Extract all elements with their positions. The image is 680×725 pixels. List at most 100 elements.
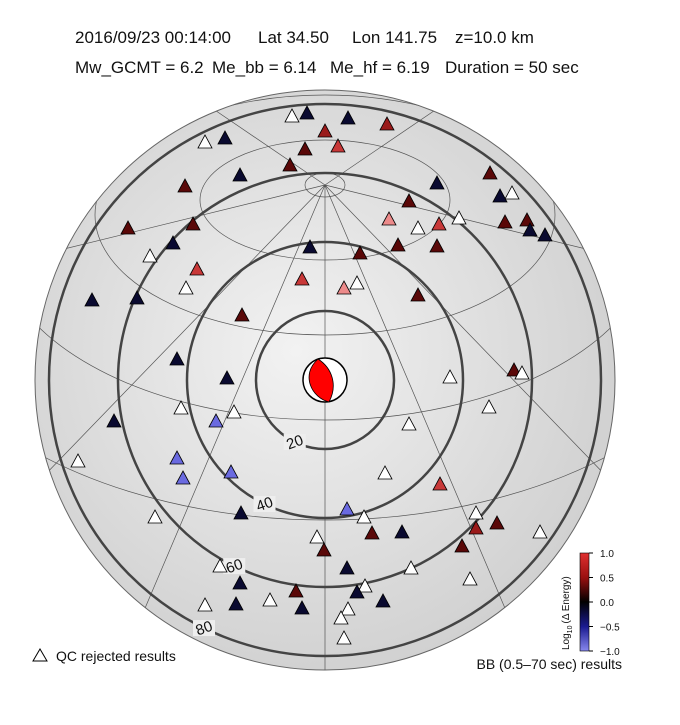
ring-label-bg [283,434,306,451]
legend-triangle [32,648,48,662]
station [316,542,332,557]
station [489,515,505,530]
station [309,529,325,544]
legend-rejected: QC rejected results [56,648,176,664]
station [410,220,426,235]
station [219,370,235,385]
station [294,271,310,286]
station [212,558,228,573]
station [492,188,508,203]
station [208,413,224,428]
station [142,248,158,263]
distance-ring [185,240,465,520]
colorbar-label-rest: (Δ Energy) [561,576,572,623]
colorbar-label: Log10 (Δ Energy) [561,576,574,650]
header: 2016/09/23 00:14:00 Lat 34.50 Lon 141.75… [75,28,579,77]
station [197,134,213,149]
station [185,216,201,231]
station [504,185,520,200]
distance-ring [116,171,534,589]
station [340,110,356,125]
station [514,365,530,380]
station [302,239,318,254]
colorbar: Log10 (Δ Energy) 1.0 0.5 0.0 −0.5 −1.0 [561,549,620,658]
station [233,505,249,520]
colorbar-tick-label: 1.0 [600,549,614,560]
station [336,280,352,295]
header-mw: Mw_GCMT = 6.2 [75,58,204,77]
station [352,245,368,260]
station [468,520,484,535]
beachball [302,357,348,403]
ring-label-bg [223,558,246,575]
station [175,470,191,485]
station [468,505,484,520]
ring-label-bg [193,620,216,637]
station [317,123,333,138]
station [432,476,448,491]
station [401,193,417,208]
station [169,351,185,366]
station [340,601,356,616]
station [299,105,315,120]
station [375,593,391,608]
station [165,235,181,250]
station [217,130,233,145]
station [349,275,365,290]
station [333,610,349,625]
station [129,290,145,305]
colorbar-tick-label: 0.5 [600,574,614,585]
distance-ring [47,102,603,658]
station [381,211,397,226]
header-date: 2016/09/23 00:14:00 [75,28,231,47]
station [223,464,239,479]
station [482,165,498,180]
station [297,141,313,156]
header-mebb: Me_bb = 6.14 [212,58,316,77]
station [377,465,393,480]
station [70,453,86,468]
station [226,404,242,419]
station [462,571,478,586]
station [442,369,458,384]
station [197,597,213,612]
station [410,287,426,302]
station [336,630,352,645]
station [364,525,380,540]
station [232,167,248,182]
station [379,116,395,131]
station [288,583,304,598]
station [178,280,194,295]
colorbar-label-sub: 10 [567,625,574,633]
station [294,600,310,615]
station [357,578,373,593]
colorbar-tick-label: −1.0 [600,647,620,658]
station [339,501,355,516]
station [282,157,298,172]
ring-label: 80 [193,618,214,640]
station [403,560,419,575]
legend: QC rejected results BB (0.5–70 sec) resu… [32,648,622,672]
station [84,292,100,307]
station [431,216,447,231]
station [390,237,406,252]
header-lon: Lon 141.75 [352,28,437,47]
header-duration: Duration = 50 sec [445,58,579,77]
header-mehf: Me_hf = 6.19 [330,58,430,77]
station [401,416,417,431]
ring-label: 40 [254,494,275,516]
station [120,220,136,235]
station [339,560,355,575]
ring-label-bg [253,496,276,513]
legend-results: BB (0.5–70 sec) results [476,656,622,672]
station [522,222,538,237]
colorbar-label-main: Log [561,633,572,650]
distance-ring [254,309,396,451]
colorbar-bar [579,552,590,652]
header-depth: z=10.0 km [455,28,534,47]
station [284,108,300,123]
ring-label: 60 [224,556,245,578]
station [177,178,193,193]
colorbar-tick-label: −0.5 [600,623,620,634]
